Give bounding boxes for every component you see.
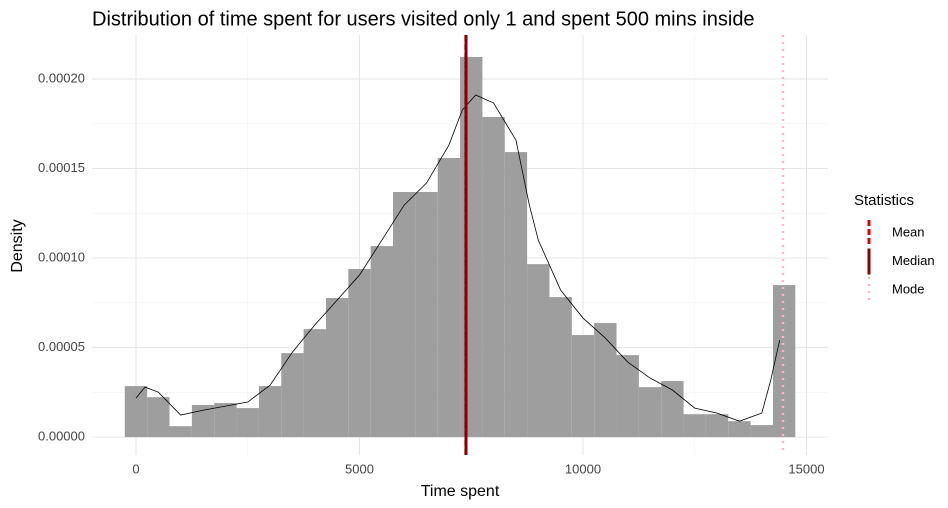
bar (147, 397, 170, 438)
bar (661, 381, 684, 438)
bar (728, 421, 751, 438)
bar (571, 335, 595, 438)
legend-label: Mode (892, 281, 925, 296)
bar (191, 405, 215, 438)
bar (370, 246, 394, 438)
bar (616, 355, 639, 438)
bar (750, 425, 773, 438)
bar (415, 192, 438, 438)
legend-label: Mean (892, 224, 925, 239)
bar (393, 192, 416, 438)
y-tick-label: 0.00010 (38, 250, 85, 265)
y-tick-label: 0.00000 (38, 429, 85, 444)
bar (437, 157, 461, 438)
y-axis-title: Density (9, 219, 26, 272)
x-tick-label: 15000 (788, 461, 824, 476)
bar (460, 57, 483, 438)
bar (236, 408, 259, 438)
legend-label: Median (892, 253, 935, 268)
bar (527, 264, 550, 438)
bar (638, 387, 662, 438)
bar (594, 323, 617, 438)
density-curve (135, 94, 781, 422)
x-tick-label: 0 (132, 461, 139, 476)
bar (258, 386, 282, 438)
bar (214, 403, 237, 438)
bar (549, 297, 572, 438)
x-tick-label: 10000 (565, 461, 601, 476)
legend-title: Statistics (854, 192, 914, 209)
bar (325, 297, 349, 438)
bar (504, 152, 528, 438)
bar (281, 353, 304, 438)
bar (348, 268, 371, 438)
x-tick-label: 5000 (345, 461, 374, 476)
bar (303, 329, 326, 438)
bar (124, 386, 148, 438)
y-tick-label: 0.00015 (38, 160, 85, 175)
bar (683, 414, 706, 438)
bar (169, 426, 192, 438)
y-tick-label: 0.00020 (38, 70, 85, 85)
bar (705, 414, 729, 438)
x-axis-title: Time spent (421, 483, 500, 500)
bar (772, 285, 796, 438)
chart-title: Distribution of time spent for users vis… (92, 8, 755, 30)
y-tick-label: 0.00005 (38, 339, 85, 354)
bar (482, 116, 505, 438)
